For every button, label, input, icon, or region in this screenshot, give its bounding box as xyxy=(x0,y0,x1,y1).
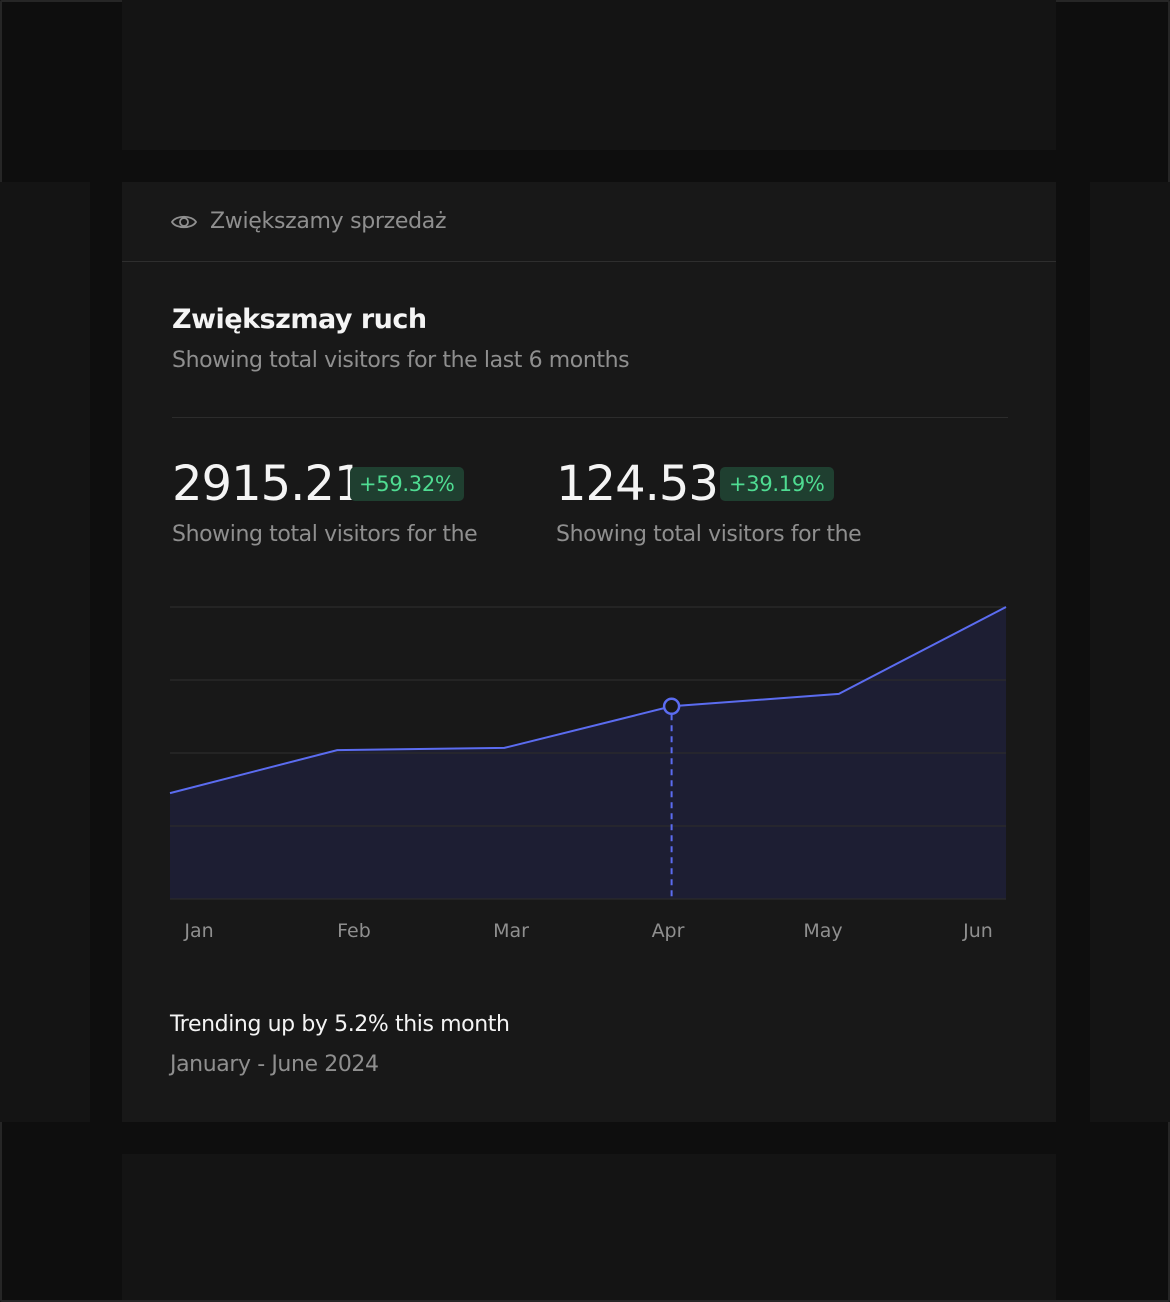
background-panel xyxy=(1090,182,1170,1122)
area-chart[interactable]: Jan Feb Mar Apr May Jun xyxy=(122,182,1056,962)
eye-icon xyxy=(170,215,198,228)
background-panel xyxy=(122,0,1056,150)
x-tick-label: Jan xyxy=(183,920,213,942)
background-panel xyxy=(0,182,90,1122)
card-header: Zwiększamy sprzedaż xyxy=(122,182,1056,262)
stat-caption-primary: Showing total visitors for the xyxy=(172,522,478,547)
stat-value-primary: 2915.21 xyxy=(172,456,364,512)
x-tick-label: Mar xyxy=(493,920,529,942)
card-title: Zwiększmay ruch xyxy=(172,304,427,335)
series-line xyxy=(169,606,1007,795)
highlighted-point xyxy=(662,697,681,716)
divider xyxy=(172,417,1008,418)
stat-value-secondary: 124.53 xyxy=(556,456,719,512)
background-panel xyxy=(122,1154,1056,1300)
x-tick-label: Feb xyxy=(337,920,371,942)
x-tick-label: Apr xyxy=(652,920,685,942)
header-label: Zwiększamy sprzedaż xyxy=(210,209,447,234)
change-badge-primary: +59.32% xyxy=(350,467,464,501)
x-tick-label: Jun xyxy=(962,920,993,942)
trend-text: Trending up by 5.2% this month xyxy=(170,1012,510,1037)
chart-card: Zwiększamy sprzedaż Zwiększmay ruch Show… xyxy=(122,182,1056,1122)
stat-caption-secondary: Showing total visitors for the xyxy=(556,522,862,547)
x-tick-label: May xyxy=(803,920,842,942)
change-badge-secondary: +39.19% xyxy=(720,467,834,501)
date-range: January - June 2024 xyxy=(170,1052,379,1077)
card-subtitle: Showing total visitors for the last 6 mo… xyxy=(172,348,630,373)
